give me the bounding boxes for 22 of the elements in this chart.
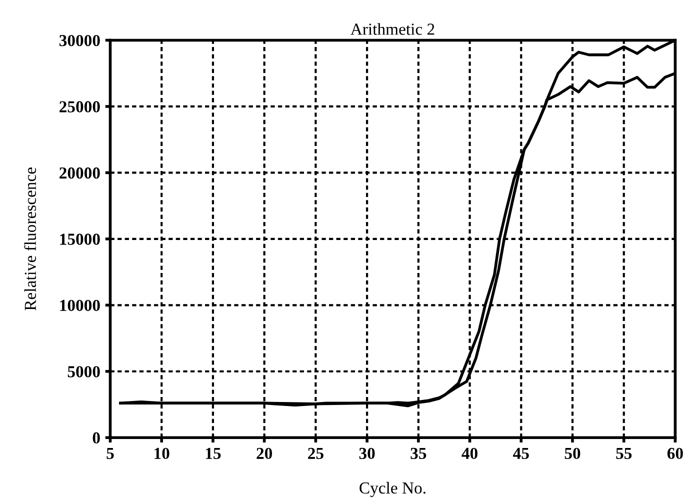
y-tick-label: 10000 [60,300,100,312]
x-tick-label: 50 [564,448,580,460]
x-tick-label: 10 [154,448,170,460]
y-tick-label: 25000 [60,101,100,112]
y-tick-label: 5000 [68,366,100,378]
x-tick-label: 20 [256,448,272,460]
x-tick-label: 55 [616,448,632,460]
x-tick-label: 25 [308,448,324,460]
x-axis-title: Cycle No. [360,482,426,498]
y-tick-label: 20000 [60,167,100,179]
y-tick-label: 30000 [59,34,100,46]
x-tick-label: 35 [410,448,426,460]
y-tick-label: 15000 [60,234,100,245]
y-tick-label: 0 [92,432,100,444]
x-tick-label: 30 [359,448,375,460]
x-tick-label: 15 [206,448,221,460]
y-axis-title: Relative fluorescence [24,168,36,310]
chart-title: Arithmetic 2 [350,23,434,35]
x-tick-label: 5 [106,448,114,460]
x-tick-label: 40 [462,448,478,460]
x-tick-label: 60 [667,448,683,460]
x-tick-label: 45 [513,448,529,460]
